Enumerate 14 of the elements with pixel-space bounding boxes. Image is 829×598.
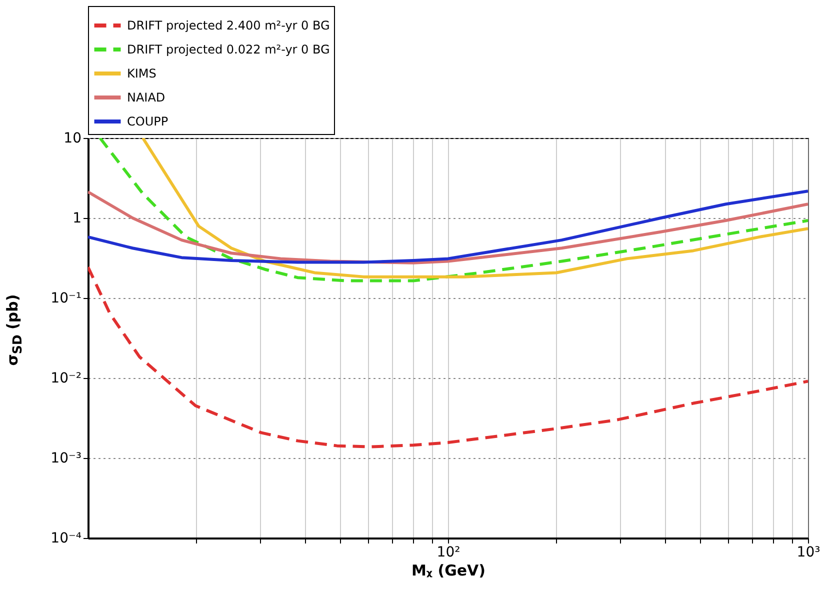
y-tick-label: 10⁻¹ (50, 290, 82, 306)
legend-label: DRIFT projected 0.022 m²-yr 0 BG (127, 42, 330, 56)
y-tick-label: 10 (64, 130, 82, 146)
x-tick-label: 10³ (796, 544, 820, 560)
y-tick-label: 10⁻³ (50, 450, 82, 466)
legend-label: DRIFT projected 2.400 m²-yr 0 BG (127, 18, 330, 32)
x-axis-title: Mᵪ (GeV) (411, 562, 486, 580)
y-tick-label: 1 (72, 210, 82, 226)
legend-label: COUPP (127, 114, 168, 128)
y-tick-label: 10⁻⁴ (50, 530, 82, 546)
x-tick-label: 10² (436, 544, 460, 560)
legend-label: KIMS (127, 66, 156, 80)
y-tick-label: 10⁻² (50, 370, 82, 386)
legend-label: NAIAD (127, 90, 166, 104)
